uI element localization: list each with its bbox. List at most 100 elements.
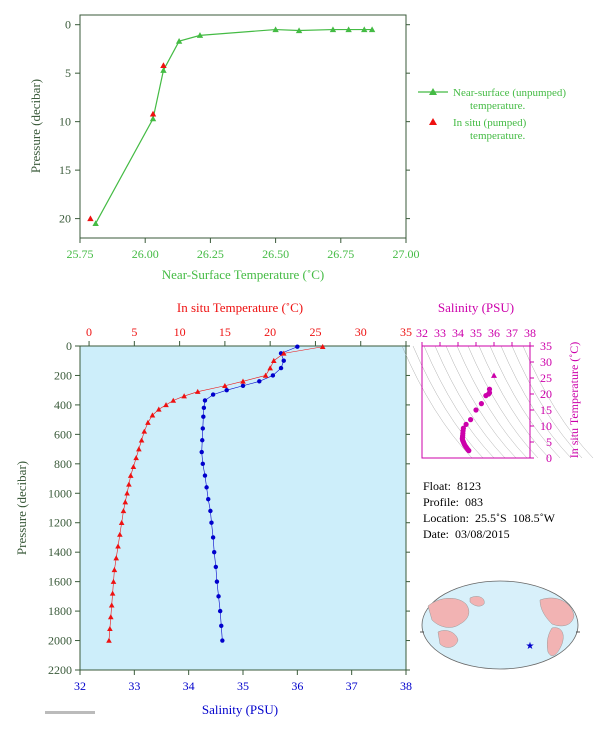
temperature-point (138, 437, 145, 443)
salinity-point (206, 496, 211, 502)
temp-tick-label: 35 (400, 325, 412, 339)
map-landmass-north (469, 596, 485, 607)
legend-marker-pumped (429, 118, 437, 125)
pressure-tick-label: 600 (54, 427, 72, 441)
salinity-tick-label: 32 (74, 679, 86, 693)
ts-x-tick-label: 37 (506, 326, 518, 340)
temperature-point (107, 614, 114, 620)
map-landmass-south-america (546, 627, 564, 656)
float-location: Location: 25.5˚S 108.5˚W (423, 511, 555, 525)
ts-y-tick-label: 5 (546, 435, 552, 449)
pressure-tick-label: 0 (66, 339, 72, 353)
salinity-point (224, 387, 229, 393)
legend-label-pumped-1: In situ (pumped) (453, 117, 527, 129)
salinity-point (200, 438, 205, 443)
top-x-tick-label: 25.75 (67, 247, 94, 261)
profile-number: Profile: 083 (423, 495, 483, 509)
temperature-point (270, 357, 277, 363)
temperature-point (113, 555, 120, 561)
temperature-point (120, 508, 127, 514)
density-contour (500, 345, 572, 459)
density-contour (456, 345, 528, 459)
salinity-tick-label: 38 (400, 679, 412, 693)
pressure-tick-label: 1400 (48, 545, 72, 559)
ts-y-tick-label: 25 (540, 371, 552, 385)
near-surface-chart: 25.75 26.00 26.25 26.50 26.75 27.00 0 5 10 15 20 N… (28, 14, 566, 282)
unpumped-temperature-point (295, 27, 303, 34)
temperature-point (108, 602, 115, 608)
top-plot-frame (79, 14, 407, 239)
salinity-point (212, 549, 217, 555)
top-y-tick-label: 0 (65, 18, 71, 32)
salinity-point (220, 638, 225, 643)
pressure-tick-label: 200 (54, 368, 72, 382)
legend-label-unpumped-1: Near-surface (unpumped) (453, 87, 566, 99)
temperature-point (122, 499, 129, 505)
top-y-tick-label: 20 (59, 212, 71, 226)
ts-diagram: 32 33 34 35 36 37 38 0 5 10 15 20 25 30 35 Salinity (P… (401, 300, 594, 465)
ts-point (466, 448, 472, 454)
pressure-tick-label: 2000 (48, 634, 72, 648)
salinity-point (202, 473, 208, 478)
temp-tick-label: 30 (355, 325, 367, 339)
profile-top-axis-label: In situ Temperature (˚C) (177, 300, 303, 315)
density-contour (401, 345, 473, 459)
salinity-point (219, 623, 224, 629)
temperature-point (170, 397, 177, 403)
temperature-point (240, 378, 246, 384)
unpumped-temperature-point (196, 32, 204, 38)
density-contour (489, 345, 561, 459)
density-contour (412, 345, 484, 459)
profile-bottom-axis-label: Salinity (PSU) (202, 702, 278, 717)
profile-plot-frame (79, 345, 407, 671)
temperature-point (127, 472, 134, 478)
ts-plot-frame (421, 345, 531, 459)
temperature-point (267, 365, 273, 371)
temp-tick-label: 0 (86, 325, 92, 339)
ts-y-tick-label: 20 (540, 387, 552, 401)
pressure-tick-label: 1200 (48, 516, 72, 530)
temperature-point (110, 578, 117, 584)
density-contour (511, 345, 583, 459)
salinity-point (199, 449, 204, 455)
footer-stamp (45, 711, 95, 714)
ts-x-tick-label: 36 (488, 326, 500, 340)
ts-y-tick-label: 0 (546, 451, 552, 465)
density-contour (478, 345, 550, 459)
world-map: ★ (420, 580, 580, 670)
ts-y-tick-label: 15 (540, 403, 552, 417)
temperature-point (111, 567, 118, 573)
pumped-temperature-point (160, 62, 167, 68)
salinity-point (204, 485, 209, 490)
salinity-point (201, 405, 207, 411)
pressure-tick-label: 400 (54, 398, 72, 412)
temperature-point (319, 343, 326, 349)
salinity-point (209, 520, 214, 525)
temp-tick-label: 25 (309, 325, 321, 339)
salinity-point (270, 373, 276, 378)
top-x-tick-label: 26.75 (327, 247, 354, 261)
pressure-tick-label: 800 (54, 457, 72, 471)
unpumped-temperature-point (361, 26, 368, 33)
top-legend: Near-surface (unpumped) temperature. In … (418, 87, 566, 142)
unpumped-temperature-point (175, 37, 183, 44)
top-x-tick-label: 26.50 (262, 247, 289, 261)
density-contour (522, 345, 594, 459)
salinity-point (210, 535, 216, 540)
profile-date: Date: 03/08/2015 (423, 527, 510, 541)
salinity-point (210, 392, 216, 397)
legend-label-pumped-2: temperature. (470, 130, 526, 142)
temperature-point (155, 406, 162, 412)
temperature-point (115, 543, 121, 549)
map-landmass-asia (427, 598, 470, 628)
density-contour (467, 345, 539, 459)
temp-tick-label: 15 (219, 325, 231, 339)
pumped-temperature-point (149, 110, 157, 117)
temperature-point (106, 637, 112, 643)
density-contour (445, 345, 517, 459)
temperature-point (194, 388, 201, 394)
pressure-tick-label: 2200 (48, 663, 72, 677)
temperature-point (117, 531, 123, 537)
top-y-tick-label: 10 (59, 115, 71, 129)
temperature-point (133, 455, 139, 461)
